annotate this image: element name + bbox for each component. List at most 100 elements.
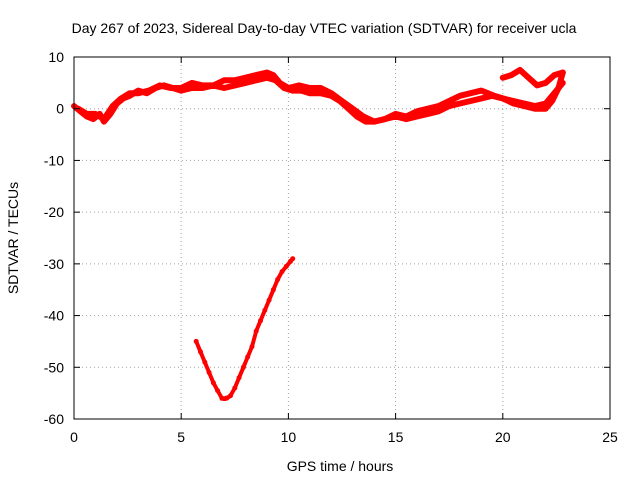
series-2-point [146,88,152,94]
series-4-point [223,395,229,401]
series-1-point [425,111,431,117]
series-noise-1 [73,73,564,125]
series-4-point [266,297,272,303]
y-axis-ticks: -60 -50 -40 -30 -20 -10 0 10 [44,49,610,427]
series-1-point [543,106,549,112]
series-4-point [262,307,268,313]
y-axis-label: SDTVAR / TECUs [5,182,21,294]
x-tick-label: 25 [602,429,618,445]
series-2-point [511,98,516,104]
series-3-point [500,75,506,81]
series-2-point [446,98,452,104]
series-2-point [532,103,538,109]
y-tick-label: -40 [44,308,64,324]
series-2-point [382,116,388,122]
series-2-point [478,88,484,94]
series-2-point [210,82,216,88]
series-1-point [243,80,248,86]
series-2-point [110,103,116,109]
series-1-point [264,75,270,81]
series-4-point [228,393,233,399]
series-2-point [127,90,133,96]
series-2-point [232,77,238,83]
series-4-point [210,380,216,386]
series-3-point [560,70,566,75]
series-4-point [240,364,246,370]
series-2-point [491,93,497,99]
series-2-point [101,116,107,122]
y-tick-label: -30 [44,256,64,272]
series-2-point [393,111,399,117]
series-2-point [414,108,420,114]
y-tick-label: -60 [44,411,64,427]
series-2-point [560,80,566,86]
series-2-point [296,82,302,88]
series-4-point [270,287,276,293]
series-3-point [508,72,514,78]
series-2-point [485,90,491,96]
series-noise-4 [195,259,294,402]
series-2-point [436,103,441,109]
x-tick-label: 15 [388,429,404,445]
series-4-point [236,375,242,381]
series-2-point [243,75,248,81]
series-2-point [168,85,173,91]
series-2-point [403,114,409,119]
series-2-point [425,106,431,112]
series-2-point [500,95,506,101]
series-2-point [157,82,163,88]
series-4-point [283,263,289,269]
series-2-point [264,70,270,75]
series-2-point [178,85,184,91]
series-2-point [221,77,227,83]
series-4-point [249,344,255,350]
series-2-point [350,106,356,112]
plot-frame [73,56,611,420]
series-4-point [279,269,285,275]
series-2-point [200,82,206,88]
y-tick-label: -50 [44,359,64,375]
series-1-point [307,90,313,96]
x-tick-label: 10 [281,429,297,445]
series-4-point [206,370,212,375]
y-tick-label: 10 [48,49,64,65]
x-tick-label: 20 [495,429,511,445]
series-2-point [543,101,549,106]
series-2-point [135,90,141,96]
series-4-point [275,276,281,282]
series-4-point [198,349,203,355]
series-1-point [478,95,484,101]
x-tick-label: 0 [70,429,78,445]
series-2-point [307,85,313,91]
series-2-point [328,90,334,96]
series-2-point [371,119,377,125]
series-4-point [232,385,238,391]
series-2-point [339,98,345,104]
series-2-point [84,111,90,117]
series-2-point [457,93,463,99]
series-4-point [290,256,296,262]
grid-lines [74,57,610,419]
series-4-point [245,354,251,360]
series-1-point [436,108,441,114]
series-1-point [221,85,227,91]
series-1-point [468,98,474,104]
x-axis-label: GPS time / hours [287,458,394,474]
series-4-point [202,359,208,365]
series-3-point [534,82,540,88]
series-2-point [270,72,276,78]
series-3-point [551,72,557,78]
chart-title: Day 267 of 2023, Sidereal Day-to-day VTE… [72,20,577,36]
series-4-point [215,388,221,394]
series-1-point [298,88,304,94]
series-4-point [258,318,263,324]
series-1-point [457,101,463,106]
series-2-point [92,111,98,117]
x-tick-label: 5 [177,429,185,445]
y-tick-label: 0 [56,101,64,117]
series-2-point [468,90,474,96]
series-1-point [232,82,238,88]
series-2-point [551,90,557,96]
series-1-point [318,90,324,96]
series-1-point [90,116,96,122]
